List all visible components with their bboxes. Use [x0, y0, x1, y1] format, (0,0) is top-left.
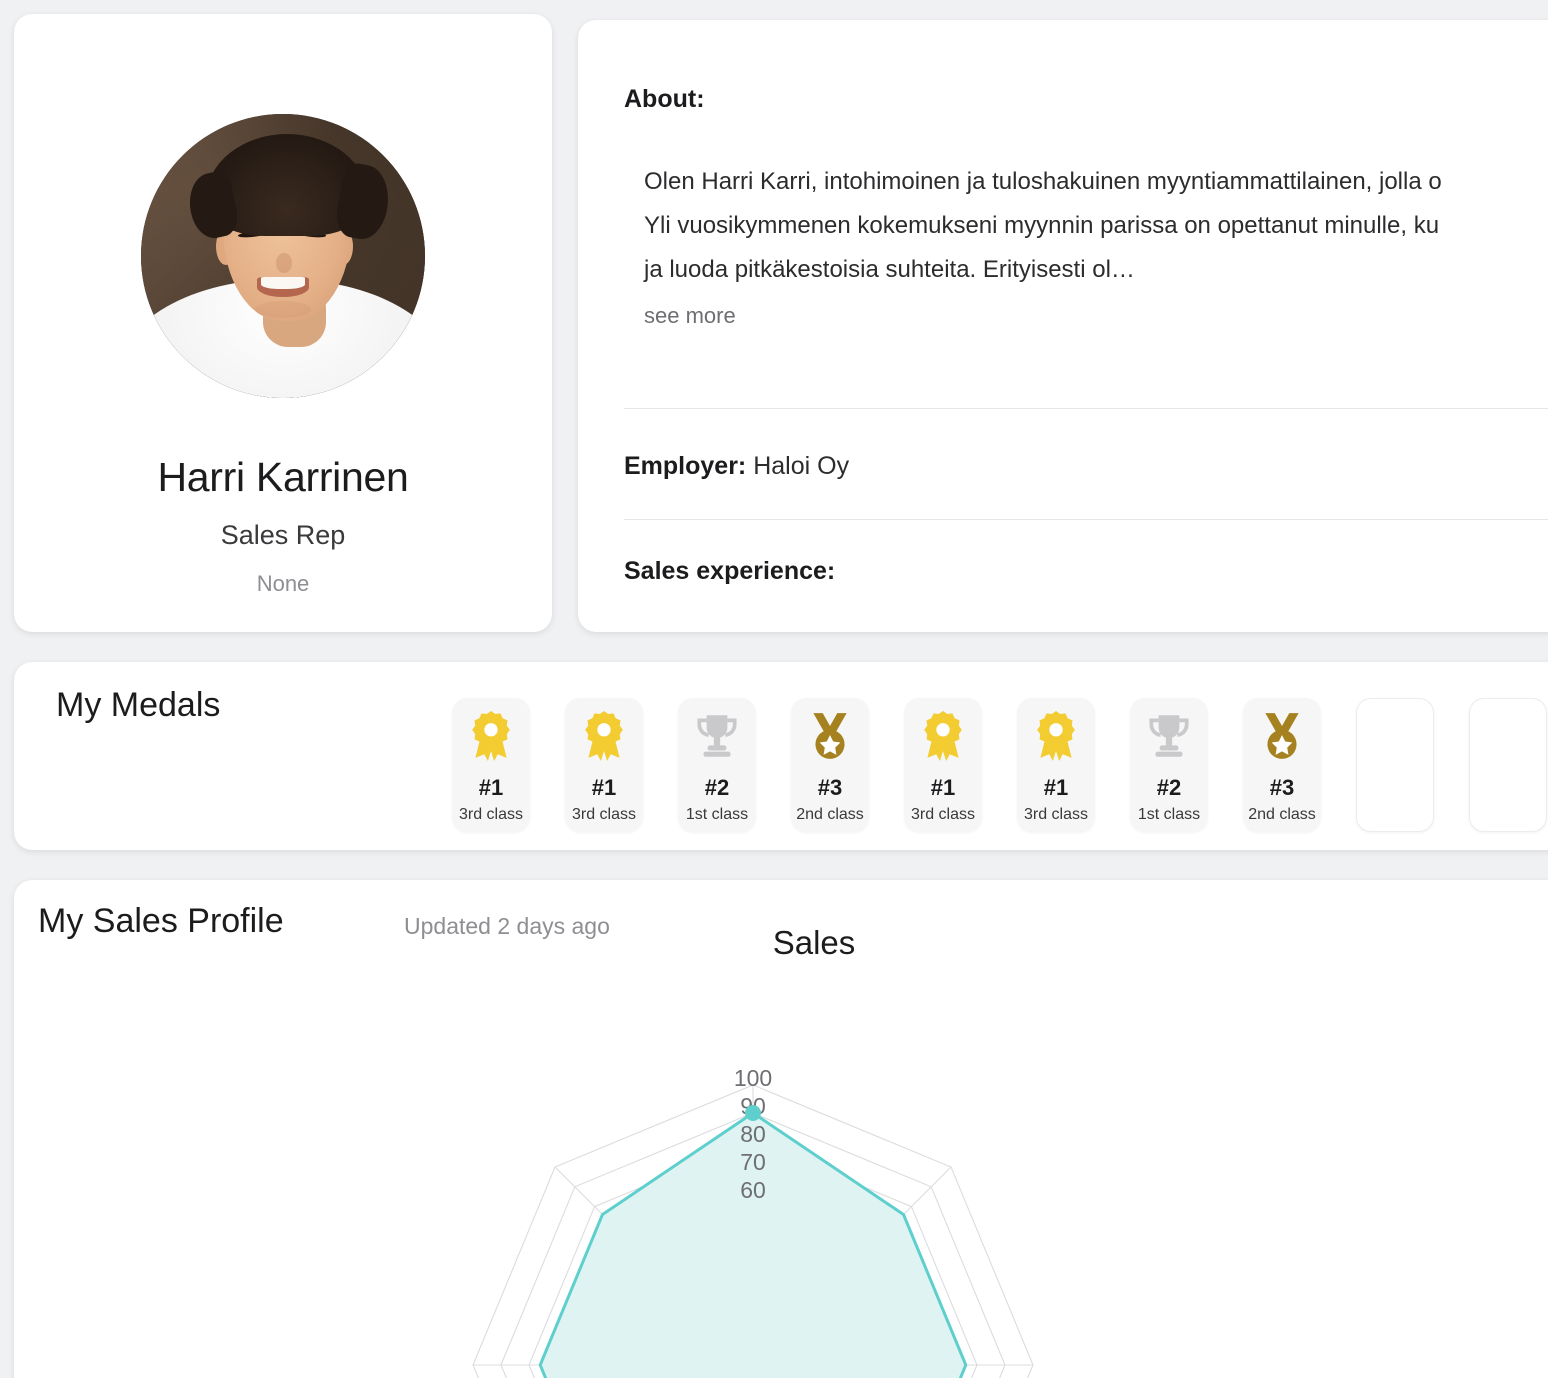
radar-data-point[interactable] — [745, 1105, 761, 1121]
radar-grid-ring — [528, 1140, 978, 1378]
medal-class: 3rd class — [571, 806, 637, 823]
avatar-hair — [206, 133, 369, 237]
employer-row: Employer: Haloi Oy — [624, 452, 849, 481]
medal-class: 1st class — [685, 806, 749, 823]
profile-card: Harri Karrinen Sales Rep None — [14, 14, 552, 632]
radar-tick-label: 100 — [734, 1065, 772, 1091]
sales-experience-label: Sales experience: — [624, 557, 836, 585]
sales-profile-updated: Updated 2 days ago — [404, 913, 610, 939]
radar-svg: 10090807060 — [472, 1065, 1034, 1378]
radar-series-area[interactable] — [538, 1111, 968, 1378]
medal-bronze-icon — [805, 710, 855, 762]
medal-slot[interactable]: #2 1st class — [678, 698, 756, 832]
sales-profile-title: My Sales Profile — [38, 902, 284, 940]
medal-slot-empty[interactable] — [1469, 698, 1547, 832]
rosette-gold-icon — [1031, 710, 1081, 762]
employer-value: Haloi Oy — [753, 452, 850, 480]
see-more-link[interactable]: see more — [644, 303, 736, 328]
medal-rank: #1 — [1043, 775, 1069, 800]
medal-class: 3rd class — [1023, 806, 1089, 823]
medal-class: 2nd class — [796, 806, 864, 823]
medal-slot-empty[interactable] — [1356, 698, 1434, 832]
medal-class: 1st class — [1137, 806, 1201, 823]
avatar-nose — [275, 253, 292, 274]
radar-tick-label: 60 — [740, 1177, 766, 1203]
radar-tick-label: 80 — [740, 1121, 766, 1147]
avatar-chin — [254, 301, 312, 319]
medal-bronze-icon — [1257, 710, 1307, 762]
medal-slot[interactable]: #1 3rd class — [904, 698, 982, 832]
sales-profile-card: My Sales Profile Updated 2 days ago 1009… — [14, 880, 1548, 1378]
profile-subtitle: None — [256, 571, 310, 596]
medal-rank: #3 — [1269, 775, 1295, 800]
rosette-gold-icon — [466, 710, 516, 762]
medal-rank: #2 — [704, 775, 730, 800]
medal-class: 3rd class — [910, 806, 976, 823]
rosette-gold-icon — [579, 710, 629, 762]
profile-role: Sales Rep — [220, 520, 346, 550]
employer-label: Employer: — [624, 452, 747, 480]
avatar-mouth — [257, 277, 309, 298]
medal-rank: #1 — [591, 775, 617, 800]
sales-radar-chart[interactable]: 10090807060 Sales — [14, 924, 1548, 1378]
medal-rank: #1 — [478, 775, 504, 800]
medal-slot[interactable]: #1 3rd class — [1017, 698, 1095, 832]
about-card: About: Olen Harri Karri, intohimoinen ja… — [578, 20, 1548, 632]
medal-rank: #3 — [817, 775, 843, 800]
avatar-teeth — [260, 277, 306, 289]
radar-grid-ring — [472, 1084, 1034, 1378]
medal-rank: #1 — [930, 775, 956, 800]
radar-tick-label: 70 — [740, 1149, 766, 1175]
profile-name: Harri Karrinen — [157, 454, 409, 500]
medal-slot[interactable]: #1 3rd class — [452, 698, 530, 832]
medal-slot[interactable]: #2 1st class — [1130, 698, 1208, 832]
medal-rank: #2 — [1156, 775, 1182, 800]
about-label: About: — [624, 85, 705, 113]
medal-slot[interactable]: #1 3rd class — [565, 698, 643, 832]
divider-above-employer — [624, 408, 1548, 409]
divider-above-sales-experience — [624, 519, 1548, 520]
avatar[interactable] — [141, 114, 425, 398]
medal-slot[interactable]: #3 2nd class — [791, 698, 869, 832]
medal-class: 3rd class — [458, 806, 524, 823]
trophy-silver-icon — [1144, 710, 1194, 762]
radar-chart-title-label: Sales — [772, 924, 856, 961]
medal-class: 2nd class — [1248, 806, 1316, 823]
radar-grid-ring — [500, 1112, 1006, 1378]
medals-title: My Medals — [56, 686, 221, 724]
medals-card: My Medals #1 3rd class #1 3rd class #2 1st cl… — [14, 662, 1548, 850]
trophy-silver-icon — [692, 710, 742, 762]
medal-slot[interactable]: #3 2nd class — [1243, 698, 1321, 832]
medals-row: #1 3rd class #1 3rd class #2 1st class #3 2nd c… — [452, 698, 1547, 832]
about-body-text: Olen Harri Karri, intohimoinen ja tulosh… — [644, 168, 1442, 283]
rosette-gold-icon — [918, 710, 968, 762]
